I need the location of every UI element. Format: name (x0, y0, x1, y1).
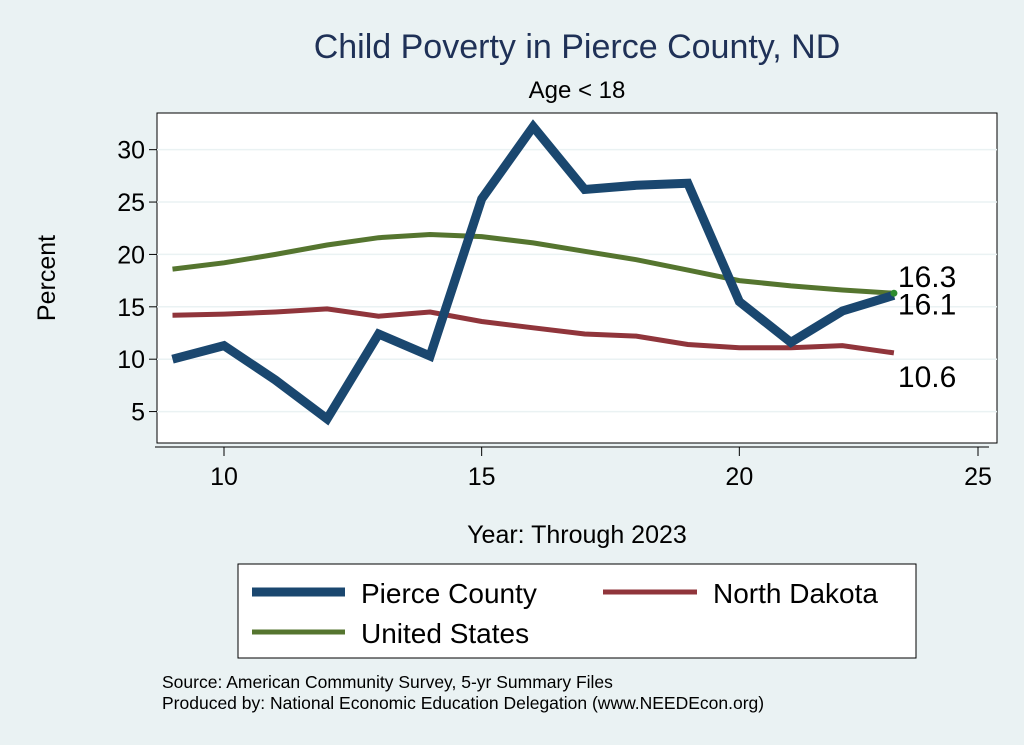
legend (237, 563, 917, 659)
y-tick-label-10: 10 (117, 346, 145, 374)
x-tick-label-15: 15 (468, 463, 496, 491)
axes: 5 10 15 20 25 30 10 15 20 25 (117, 137, 992, 491)
series-end-marker-united-states (890, 289, 898, 297)
end-label-united-states: 16.3 (898, 261, 956, 294)
y-tick-label-30: 30 (117, 137, 145, 165)
y-tick-label-15: 15 (117, 294, 145, 322)
legend-label-north-dakota: North Dakota (713, 578, 878, 609)
x-axis-label: Year: Through 2023 (467, 521, 687, 549)
chart-subtitle: Age < 18 (529, 77, 626, 104)
x-tick-label-10: 10 (210, 463, 238, 491)
plot-area (156, 112, 998, 444)
y-tick-label-20: 20 (117, 241, 145, 269)
y-tick-label-5: 5 (131, 399, 145, 427)
produced-note: Produced by: National Economic Education… (162, 693, 764, 713)
end-label-pierce-county: 16.1 (898, 288, 956, 321)
series-line-pierce-county (171, 119, 896, 426)
source-note: Source: American Community Survey, 5-yr … (162, 672, 613, 692)
y-tick-label-25: 25 (117, 189, 145, 217)
x-tick-label-25: 25 (964, 463, 992, 491)
series-line-north-dakota (172, 306, 895, 356)
legend-label-united-states: United States (361, 618, 529, 649)
legend-label-pierce-county: Pierce County (361, 578, 537, 609)
y-axis-label: Percent (33, 235, 61, 321)
grid (157, 148, 997, 413)
chart-title: Child Poverty in Pierce County, ND (314, 28, 841, 66)
series-line-united-states (172, 231, 895, 296)
end-labels: 16.1 10.6 16.3 (898, 261, 956, 394)
series-group (171, 119, 898, 426)
end-label-north-dakota: 10.6 (898, 361, 956, 394)
x-tick-label-20: 20 (725, 463, 753, 491)
